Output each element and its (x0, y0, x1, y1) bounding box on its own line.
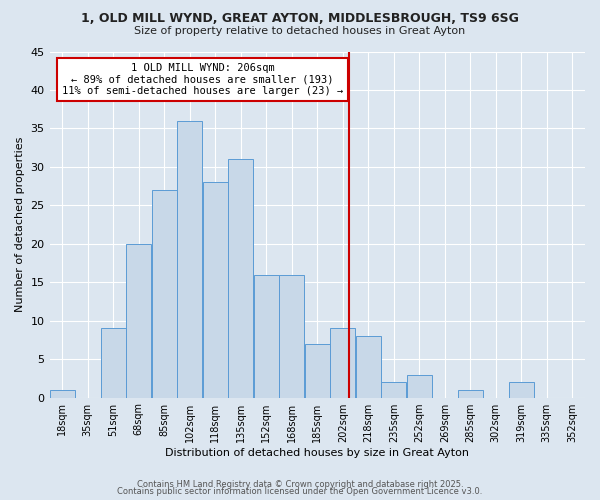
Bar (305, 344, 330, 398)
Bar (509, 382, 534, 398)
Bar (407, 374, 432, 398)
Text: 1, OLD MILL WYND, GREAT AYTON, MIDDLESBROUGH, TS9 6SG: 1, OLD MILL WYND, GREAT AYTON, MIDDLESBR… (81, 12, 519, 26)
Text: 1 OLD MILL WYND: 206sqm
← 89% of detached houses are smaller (193)
11% of semi-d: 1 OLD MILL WYND: 206sqm ← 89% of detache… (62, 63, 343, 96)
Bar (177, 120, 202, 398)
Bar (152, 190, 177, 398)
Bar (101, 328, 126, 398)
Text: Contains public sector information licensed under the Open Government Licence v3: Contains public sector information licen… (118, 488, 482, 496)
Bar (458, 390, 483, 398)
Bar (50, 390, 75, 398)
Bar (203, 182, 228, 398)
Text: Size of property relative to detached houses in Great Ayton: Size of property relative to detached ho… (134, 26, 466, 36)
Bar (126, 244, 151, 398)
Y-axis label: Number of detached properties: Number of detached properties (15, 137, 25, 312)
Bar (279, 274, 304, 398)
Text: Contains HM Land Registry data © Crown copyright and database right 2025.: Contains HM Land Registry data © Crown c… (137, 480, 463, 489)
Bar (356, 336, 381, 398)
Bar (381, 382, 406, 398)
Bar (254, 274, 279, 398)
Bar (228, 159, 253, 398)
X-axis label: Distribution of detached houses by size in Great Ayton: Distribution of detached houses by size … (165, 448, 469, 458)
Bar (330, 328, 355, 398)
